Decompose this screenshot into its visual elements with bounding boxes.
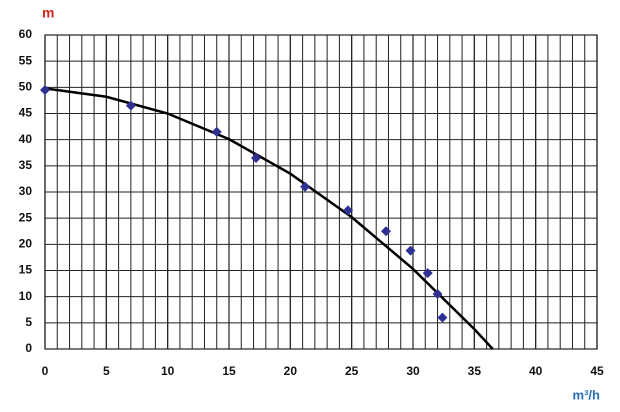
y-tick-label: 35 [19,158,33,172]
y-tick-label: 5 [25,315,32,329]
fit-curve [44,87,494,350]
plot-frame [44,34,598,350]
data-point [405,245,416,256]
x-tick-label: 0 [42,364,49,378]
data-point [300,181,311,192]
y-tick-label: 55 [19,53,33,67]
data-point [40,84,50,95]
y-tick-label: 50 [19,80,33,94]
data-point [422,268,433,279]
data-point [125,100,136,111]
y-tick-label: 40 [19,132,33,146]
y-tick-label: 20 [19,237,33,251]
x-tick-label: 30 [406,364,420,378]
y-tick-label: 25 [19,210,33,224]
x-tick-label: 25 [345,364,359,378]
data-point [250,152,261,163]
y-unit: m [42,5,54,21]
y-tick-label: 0 [25,341,32,355]
y-tick-label: 30 [19,184,33,198]
data-point [381,226,392,237]
y-tick-label: 45 [19,106,33,120]
data-point [432,289,443,300]
y-tick-label: 60 [19,27,33,41]
x-tick-label: 10 [161,364,175,378]
x-tick-label: 20 [284,364,298,378]
x-unit: m³/h [573,387,601,402]
x-tick-label: 35 [468,364,482,378]
x-tick-label: 40 [529,364,543,378]
x-tick-label: 15 [222,364,236,378]
data-point [211,126,222,137]
x-tick-label: 45 [590,364,604,378]
y-tick-label: 10 [19,289,33,303]
data-point [342,205,353,216]
y-tick-label: 15 [19,263,33,277]
data-point [437,312,448,323]
x-tick-label: 5 [103,364,110,378]
